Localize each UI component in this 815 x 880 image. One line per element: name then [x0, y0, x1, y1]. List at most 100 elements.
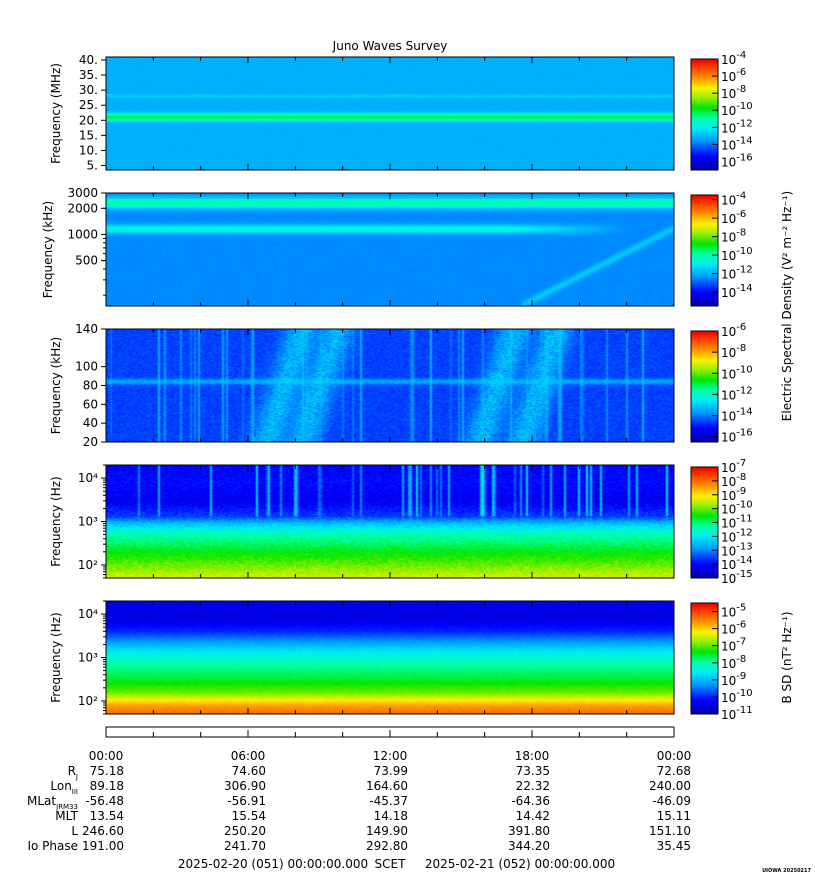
ephemeris-value: 72.68 [657, 764, 691, 778]
colorbar-tick-label: 10-12 [721, 265, 753, 282]
y-tick-label: 35. [79, 68, 98, 82]
y-tick-label: 10⁴ [78, 607, 98, 621]
spectrogram-image [106, 465, 674, 578]
ephemeris-label-text: L [71, 824, 78, 838]
colorbar-exponent: -6 [736, 322, 746, 333]
colorbar-tick-label: 10-8 [721, 343, 746, 360]
colorbar-exponent: -12 [736, 265, 752, 276]
ephemeris-value: 73.35 [516, 764, 550, 778]
ephemeris-value: -45.37 [369, 794, 408, 808]
ephemeris-label-text: MLT [55, 809, 78, 823]
colorbar-tick-label: 10-6 [721, 620, 746, 637]
spectrogram-image [106, 193, 674, 306]
colorbar-gradient [691, 195, 718, 306]
colorbar-frame [690, 194, 719, 307]
ephemeris-value: -64.36 [511, 794, 550, 808]
colorbar-gradient [691, 331, 718, 442]
colorbar-tick-label: 10-4 [721, 50, 746, 67]
colorbar-label: B SD (nT² Hz⁻¹) [780, 611, 794, 703]
ephemeris-value: 241.70 [224, 839, 266, 853]
colorbar-tick-label: 10-10 [721, 246, 753, 263]
y-tick-label: 2000 [67, 201, 98, 215]
colorbar-exponent: -11 [736, 705, 752, 716]
y-tick-label: 40. [79, 53, 98, 67]
ephemeris-value: 240.00 [649, 779, 691, 793]
colorbar-tick-label: 10-11 [721, 705, 753, 722]
y-tick-label: 60 [83, 397, 98, 411]
colorbar-exponent: -5 [736, 603, 746, 614]
colorbar-tick-label: 10-4 [721, 191, 746, 208]
y-tick-label: 20 [83, 435, 98, 449]
ephemeris-label-text: Lon [50, 779, 71, 793]
colorbar-tick-label: 10-10 [721, 688, 753, 705]
ephemeris-row-label: MLatJRM33 [27, 794, 78, 811]
colorbar-exponent: -10 [736, 246, 752, 257]
y-tick-label: 10² [78, 558, 98, 572]
ephemeris-row-label: Io Phase [27, 839, 78, 853]
colorbar-exponent: -15 [736, 569, 752, 580]
footer-end-time: 2025-02-21 (052) 00:00:00.000 [425, 857, 615, 871]
colorbar-exponent: -8 [736, 228, 746, 239]
time-label: 00:00 [89, 749, 124, 763]
ephemeris-value: 306.90 [224, 779, 266, 793]
y-tick-label: 1000 [67, 227, 98, 241]
colorbar-exponent: -10 [736, 500, 752, 511]
colorbar-exponent: -16 [736, 152, 752, 163]
ephemeris-value: 35.45 [657, 839, 691, 853]
y-tick-label: 10⁴ [78, 471, 98, 485]
colorbar-exponent: -8 [736, 343, 746, 354]
ephemeris-label-text: Io Phase [27, 839, 78, 853]
spectrogram-image [106, 57, 674, 170]
ephemeris-value: 73.99 [374, 764, 408, 778]
y-axis-label: Frequency (kHz) [49, 337, 63, 434]
colorbar-exponent: -6 [736, 209, 746, 220]
colorbar-tick-label: 10-8 [721, 228, 746, 245]
ephemeris-value: 74.60 [232, 764, 266, 778]
y-tick-label: 40 [83, 416, 98, 430]
colorbar-exponent: -11 [736, 514, 752, 525]
ephemeris-value: 149.90 [366, 824, 408, 838]
colorbar-exponent: -8 [736, 84, 746, 95]
colorbar-exponent: -12 [736, 118, 752, 129]
colorbar-tick-label: 10-6 [721, 67, 746, 84]
colorbar-exponent: -16 [736, 428, 752, 439]
ephemeris-value: 14.42 [516, 809, 550, 823]
colorbar-exponent: -6 [736, 620, 746, 631]
colorbar-tick-label: 10-8 [721, 654, 746, 671]
colorbar-exponent: -13 [736, 541, 752, 552]
ephemeris-value: 164.60 [366, 779, 408, 793]
y-tick-label: 15. [79, 128, 98, 142]
colorbar-exponent: -10 [736, 688, 752, 699]
colorbar-tick-label: 10-6 [721, 209, 746, 226]
colorbar-exponent: -7 [736, 458, 746, 469]
ephemeris-value: 15.54 [232, 809, 266, 823]
shared-colorbar-label: Electric Spectral Density (V² m⁻² Hz⁻¹) [780, 191, 794, 421]
colorbar-exponent: -9 [736, 486, 746, 497]
colorbar-tick-label: 10-16 [721, 152, 753, 169]
colorbar-frame [690, 602, 719, 715]
ephemeris-label-text: MLat [27, 794, 56, 808]
y-tick-label: 140 [75, 322, 98, 336]
colorbar-exponent: -14 [736, 135, 752, 146]
ephemeris-value: 22.32 [516, 779, 550, 793]
colorbar-exponent: -4 [736, 50, 746, 61]
ephemeris-label-sub: JRM33 [55, 803, 78, 811]
y-tick-label: 3000 [67, 186, 98, 200]
colorbar-frame [690, 330, 719, 443]
ephemeris-row-label: L [71, 824, 78, 838]
ephemeris-value: 391.80 [508, 824, 550, 838]
colorbar: 10-6 10-8 10-10 10-12 10-14 10-16 [690, 322, 753, 445]
colorbar-exponent: -12 [736, 527, 752, 538]
ephemeris-row-label: RJ [68, 764, 78, 781]
ephemeris-value: -46.09 [652, 794, 691, 808]
time-label: 18:00 [515, 749, 550, 763]
y-tick-label: 30. [79, 83, 98, 97]
ephemeris-value: 15.11 [657, 809, 691, 823]
figure-title: Juno Waves Survey [332, 39, 448, 53]
colorbar-gradient [691, 603, 718, 714]
